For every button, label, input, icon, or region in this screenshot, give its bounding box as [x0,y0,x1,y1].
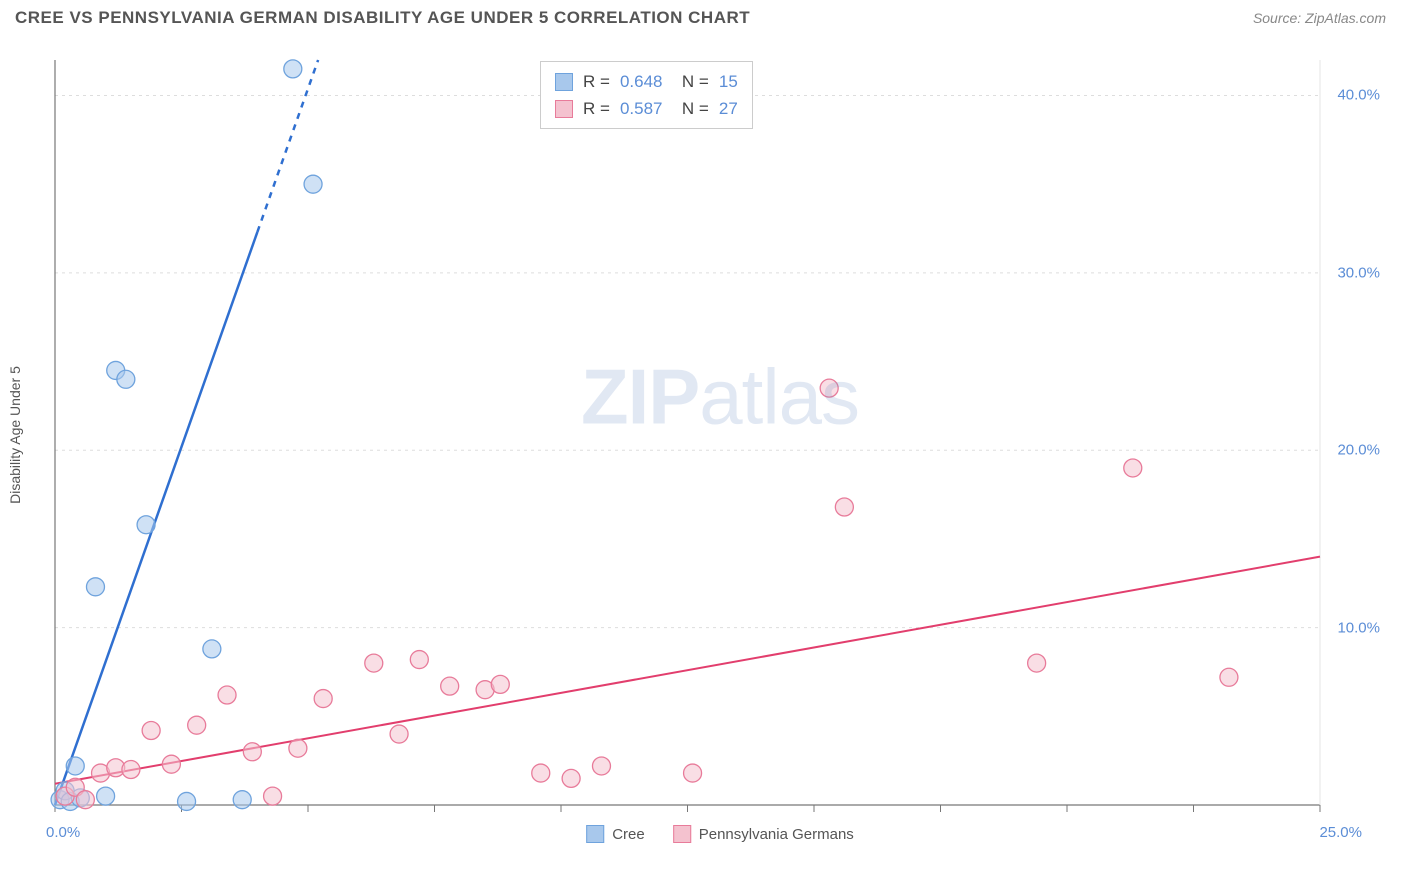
y-tick-label: 40.0% [1337,87,1380,104]
source-label: Source: ZipAtlas.com [1253,10,1386,26]
swatch-cree [555,73,573,91]
legend-label-pg: Pennsylvania Germans [699,826,854,843]
scatter-plot [50,55,1390,815]
y-tick-label: 20.0% [1337,442,1380,459]
x-max-label: 25.0% [1319,824,1362,841]
legend-item-pg: Pennsylvania Germans [673,825,854,843]
stat-r-label: R = [583,68,610,95]
y-tick-label: 30.0% [1337,264,1380,281]
legend: Cree Pennsylvania Germans [586,825,854,843]
chart-title: CREE VS PENNSYLVANIA GERMAN DISABILITY A… [15,8,750,28]
chart-area: Disability Age Under 5 ZIPatlas R = 0.64… [50,55,1390,815]
legend-label-cree: Cree [612,826,645,843]
x-origin-label: 0.0% [46,824,80,841]
legend-swatch-cree [586,825,604,843]
stat-n-label: N = [672,68,708,95]
stat-n-cree: 15 [719,68,738,95]
legend-swatch-pg [673,825,691,843]
swatch-pg [555,100,573,118]
stats-box: R = 0.648 N = 15 R = 0.587 N = 27 [540,61,753,129]
stats-row-cree: R = 0.648 N = 15 [555,68,738,95]
y-axis-label: Disability Age Under 5 [7,366,23,504]
stat-n-pg: 27 [719,95,738,122]
stat-r-pg: 0.587 [620,95,663,122]
stat-n-label: N = [672,95,708,122]
stat-r-cree: 0.648 [620,68,663,95]
legend-item-cree: Cree [586,825,645,843]
stats-row-pg: R = 0.587 N = 27 [555,95,738,122]
y-tick-label: 10.0% [1337,619,1380,636]
chart-header: CREE VS PENNSYLVANIA GERMAN DISABILITY A… [0,0,1406,38]
stat-r-label: R = [583,95,610,122]
